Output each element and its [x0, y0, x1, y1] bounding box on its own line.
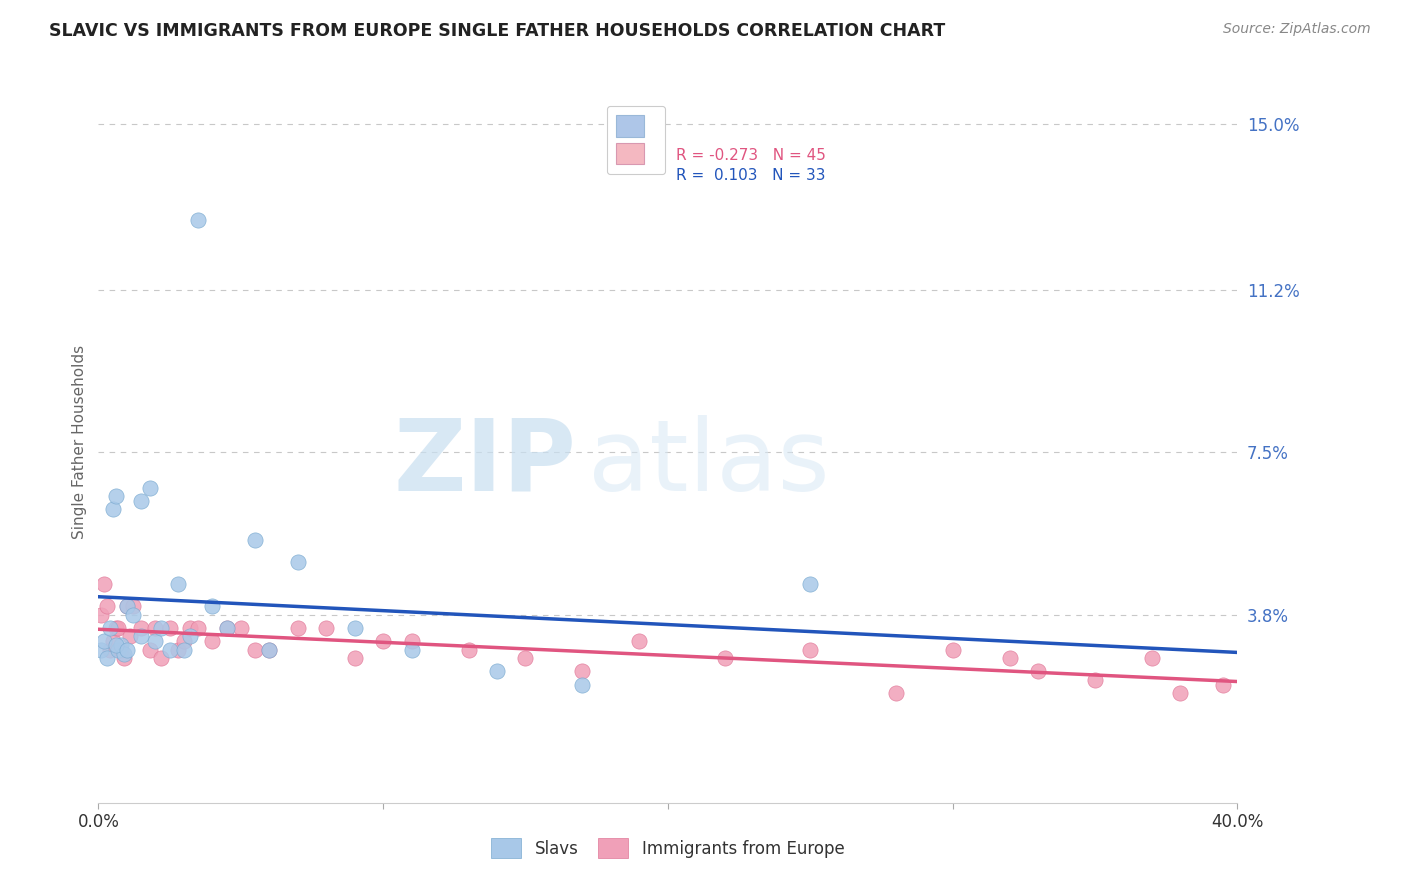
Point: [215, 621, 238, 635]
Point: [145, 633, 167, 648]
Point: [259, 642, 281, 657]
Point: [145, 621, 167, 635]
Point: [121, 599, 143, 613]
Point: [138, 642, 160, 657]
Text: R =  0.103   N = 33: R = 0.103 N = 33: [676, 169, 825, 184]
Point: [1212, 677, 1234, 691]
Point: [486, 665, 509, 679]
Point: [571, 665, 593, 679]
Point: [799, 642, 821, 657]
Point: [201, 633, 224, 648]
Point: [799, 577, 821, 591]
Point: [129, 493, 152, 508]
Point: [1026, 665, 1049, 679]
Point: [173, 642, 195, 657]
Point: [118, 629, 141, 643]
Legend: Slavs, Immigrants from Europe: Slavs, Immigrants from Europe: [482, 830, 853, 867]
Point: [112, 651, 135, 665]
Point: [401, 642, 423, 657]
Point: [93, 633, 115, 648]
Point: [215, 621, 238, 635]
Text: SLAVIC VS IMMIGRANTS FROM EUROPE SINGLE FATHER HOUSEHOLDS CORRELATION CHART: SLAVIC VS IMMIGRANTS FROM EUROPE SINGLE …: [49, 22, 945, 40]
Point: [1084, 673, 1107, 688]
Point: [138, 481, 160, 495]
Point: [101, 633, 124, 648]
Point: [107, 642, 129, 657]
Point: [884, 686, 907, 700]
Point: [287, 555, 309, 569]
Point: [179, 629, 201, 643]
Point: [1170, 686, 1192, 700]
Point: [167, 577, 190, 591]
Point: [115, 599, 138, 613]
Point: [129, 621, 152, 635]
Point: [110, 642, 132, 657]
Point: [96, 599, 118, 613]
Point: [107, 621, 129, 635]
Point: [401, 633, 423, 648]
Point: [167, 642, 190, 657]
Point: [187, 621, 209, 635]
Point: [457, 642, 479, 657]
Point: [104, 489, 127, 503]
Point: [628, 633, 651, 648]
Point: [90, 607, 112, 622]
Point: [243, 533, 266, 547]
Point: [243, 642, 266, 657]
Point: [112, 647, 135, 661]
Point: [343, 651, 366, 665]
Text: ZIP: ZIP: [394, 415, 576, 512]
Point: [371, 633, 394, 648]
Point: [179, 621, 201, 635]
Point: [150, 651, 173, 665]
Point: [515, 651, 537, 665]
Point: [104, 621, 127, 635]
Text: R = -0.273   N = 45: R = -0.273 N = 45: [676, 148, 825, 163]
Point: [259, 642, 281, 657]
Text: atlas: atlas: [588, 415, 830, 512]
Point: [942, 642, 965, 657]
Point: [998, 651, 1021, 665]
Point: [287, 621, 309, 635]
Point: [93, 577, 115, 591]
Point: [315, 621, 337, 635]
Point: [714, 651, 737, 665]
Point: [159, 642, 181, 657]
Point: [129, 629, 152, 643]
Point: [121, 607, 143, 622]
Point: [90, 642, 112, 657]
Point: [98, 621, 121, 635]
Point: [150, 621, 173, 635]
Point: [115, 599, 138, 613]
Point: [187, 213, 209, 227]
Point: [571, 677, 593, 691]
Point: [96, 651, 118, 665]
Point: [101, 502, 124, 516]
Point: [229, 621, 252, 635]
Point: [201, 599, 224, 613]
Text: Source: ZipAtlas.com: Source: ZipAtlas.com: [1223, 22, 1371, 37]
Point: [159, 621, 181, 635]
Point: [98, 642, 121, 657]
Point: [104, 638, 127, 652]
Point: [1140, 651, 1163, 665]
Point: [110, 638, 132, 652]
Point: [115, 642, 138, 657]
Y-axis label: Single Father Households: Single Father Households: [72, 344, 87, 539]
Point: [343, 621, 366, 635]
Point: [173, 633, 195, 648]
